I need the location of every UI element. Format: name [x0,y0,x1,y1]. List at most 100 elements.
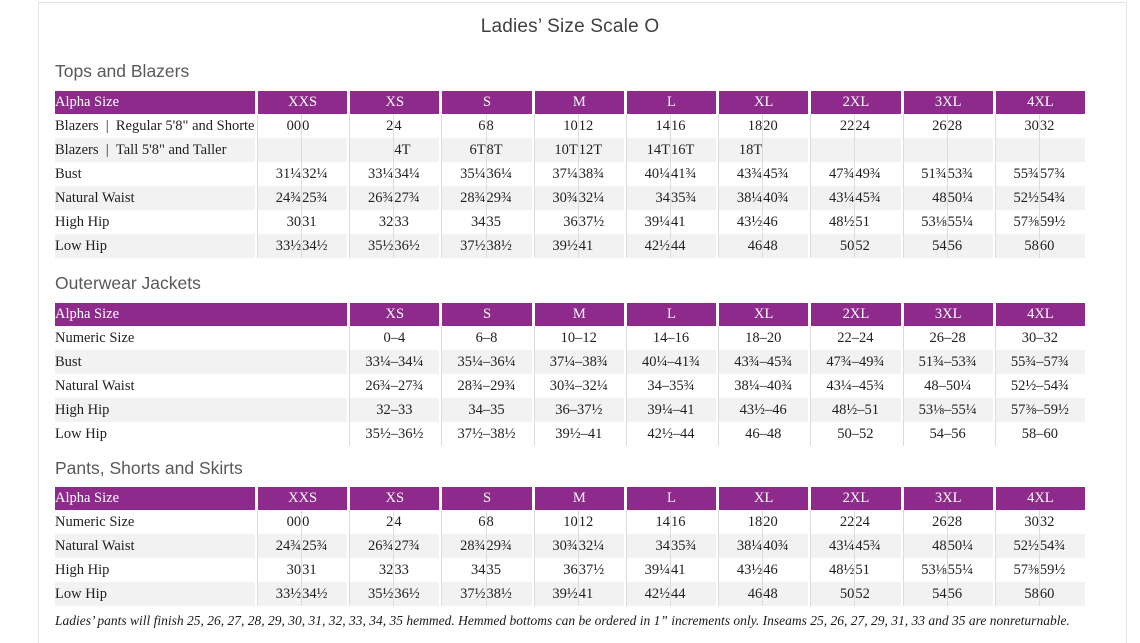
size-value-cell: 50 [808,582,855,606]
size-value-cell: 6 [439,114,486,138]
size-range-cell: 34–35 [439,398,532,422]
size-range-cell: 48–50¼ [900,374,993,398]
size-value-cell: 2 [347,510,394,534]
column-header-size-group: XL [716,487,809,510]
size-value-cell: 2 [347,114,394,138]
size-value-cell: 25¾ [301,186,348,210]
size-value-cell: 14T [623,138,670,162]
size-value-cell: 30¾ [531,186,578,210]
column-header-size-group: M [531,91,624,114]
size-value-cell: 46 [716,234,763,258]
size-table: Alpha Size XXS XS S M L XL 2XL 3XL 4XL Blazers | R… [55,91,1085,258]
size-value-cell: 28 [946,510,993,534]
column-header-alpha-size: Alpha Size [55,487,255,510]
size-value-cell: 52½ [992,186,1039,210]
size-value-cell: 31 [301,558,348,582]
size-value-cell: 54 [900,234,947,258]
size-range-cell: 51¾–53¾ [900,350,993,374]
size-value-cell: 50 [808,234,855,258]
size-range-cell: 42½–44 [623,422,717,446]
size-value-cell: 38¼ [716,534,763,558]
size-value-cell: 37½ [439,234,486,258]
column-header-size-group: 3XL [900,487,993,510]
size-value-cell: 4 [393,114,440,138]
size-value-cell: 8 [485,510,532,534]
size-value-cell: 16 [669,510,717,534]
header-row: Alpha Size XXS XS S M L XL 2XL 3XL 4XL [55,487,1085,510]
size-value-cell: 45¾ [854,534,901,558]
section-outerwear-jackets: Outerwear Jackets Alpha Size XS S M L XL 2XL 3X… [55,272,1085,446]
size-value-cell: 56 [946,582,993,606]
table-row: High Hip 30 31 32 33 34 35 36 37½ 39¼ 41 43½ 46 48½ 51… [55,558,1085,582]
column-header-size-group: 2XL [808,487,901,510]
row-label: Natural Waist [55,186,255,210]
size-value-cell: 8T [485,138,532,162]
size-value-cell: 0 [301,510,348,534]
size-value-cell: 57⅜ [992,210,1039,234]
size-value-cell: 39½ [531,234,578,258]
row-label: Bust [55,350,348,374]
size-value-cell: 41 [577,234,624,258]
size-value-cell: 20 [762,510,809,534]
size-value-cell: 44 [669,582,717,606]
size-range-cell: 57⅜–59½ [992,398,1085,422]
size-range-cell: 26¾–27¾ [347,374,440,398]
size-value-cell [808,138,855,162]
header-row: Alpha Size XS S M L XL 2XL 3XL 4XL [55,303,1085,326]
header-row: Alpha Size XXS XS S M L XL 2XL 3XL 4XL [55,91,1085,114]
size-value-cell: 55¾ [992,162,1039,186]
size-value-cell: 31¼ [255,162,302,186]
size-value-cell: 8 [485,114,532,138]
size-value-cell: 58 [992,234,1039,258]
size-value-cell: 56 [946,234,993,258]
size-value-cell: 22 [808,510,855,534]
size-value-cell: 24 [854,510,901,534]
row-label: High Hip [55,558,255,582]
size-value-cell: 33¼ [347,162,394,186]
size-value-cell: 51 [854,558,901,582]
size-range-cell: 40¼–41¾ [623,350,717,374]
size-value-cell: 14 [623,510,670,534]
size-value-cell: 43½ [716,558,763,582]
size-value-cell: 54¾ [1038,186,1085,210]
size-range-cell: 30–32 [992,326,1085,350]
size-value-cell: 41 [669,210,717,234]
size-value-cell [762,138,809,162]
size-value-cell: 26¾ [347,534,394,558]
size-value-cell: 43¼ [808,186,855,210]
column-header-size-group: XS [347,303,440,326]
size-range-cell: 46–48 [716,422,809,446]
size-value-cell: 4T [393,138,440,162]
size-value-cell: 52 [854,582,901,606]
table-row: Bust 31¼ 32¼ 33¼ 34¼ 35¼ 36¼ 37¼ 38¾ 40¼ 41¾ 43¾ 45¾… [55,162,1085,186]
size-value-cell: 60 [1038,234,1085,258]
size-value-cell: 35 [485,210,532,234]
size-value-cell: 36¼ [485,162,532,186]
size-value-cell [900,138,947,162]
size-value-cell: 27¾ [393,534,440,558]
size-value-cell: 24¾ [255,186,302,210]
size-value-cell: 12 [577,510,624,534]
size-value-cell: 59½ [1038,210,1085,234]
column-header-size-group: M [531,303,624,326]
size-value-cell: 50¼ [946,186,993,210]
size-table-container: Alpha Size XS S M L XL 2XL 3XL 4XL Numeric Size 0–… [55,303,1085,446]
size-value-cell: 32 [347,558,394,582]
size-value-cell: 0 [301,114,348,138]
size-value-cell: 38¼ [716,186,763,210]
size-value-cell: 42½ [623,234,670,258]
size-range-cell: 30¾–32¼ [531,374,624,398]
size-value-cell: 24¾ [255,534,302,558]
size-value-cell: 27¾ [393,186,440,210]
size-value-cell: 34½ [301,582,348,606]
size-value-cell: 40¾ [762,186,809,210]
table-row: Natural Waist 24¾ 25¾ 26¾ 27¾ 28¾ 29¾ 30¾ 32¼ 34 3… [55,534,1085,558]
size-value-cell: 53¾ [946,162,993,186]
size-value-cell: 35½ [347,582,394,606]
size-range-cell: 48½–51 [808,398,901,422]
size-value-cell: 60 [1038,582,1085,606]
column-header-size-group: XS [347,91,440,114]
size-value-cell: 18 [716,510,763,534]
size-value-cell: 26 [900,114,947,138]
size-value-cell: 41¾ [669,162,717,186]
